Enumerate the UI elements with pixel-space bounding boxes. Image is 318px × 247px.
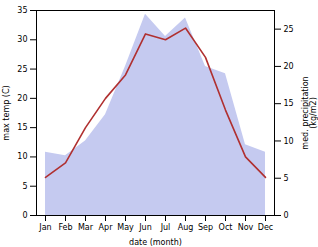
svg-text:15: 15 — [17, 123, 27, 132]
svg-text:Jan: Jan — [38, 223, 51, 232]
svg-text:Jun: Jun — [138, 223, 152, 232]
svg-text:25: 25 — [17, 65, 27, 74]
svg-text:Nov: Nov — [238, 223, 254, 232]
svg-text:med. precipitation(kg/m2): med. precipitation(kg/m2) — [301, 76, 318, 149]
svg-text:20: 20 — [284, 62, 294, 71]
svg-text:0: 0 — [22, 211, 27, 220]
svg-text:30: 30 — [17, 35, 27, 44]
svg-text:max temp (C): max temp (C) — [2, 85, 11, 140]
svg-text:20: 20 — [17, 94, 27, 103]
svg-text:10: 10 — [284, 137, 294, 146]
svg-text:Mar: Mar — [78, 223, 94, 232]
svg-text:35: 35 — [17, 6, 27, 15]
svg-text:10: 10 — [17, 152, 27, 161]
svg-text:25: 25 — [284, 25, 294, 34]
svg-text:Sep: Sep — [198, 223, 213, 232]
svg-text:Oct: Oct — [219, 223, 233, 232]
svg-text:date (month): date (month) — [129, 238, 182, 247]
svg-text:5: 5 — [22, 182, 27, 191]
svg-text:Jul: Jul — [160, 223, 171, 232]
svg-text:Apr: Apr — [99, 223, 114, 232]
svg-text:Dec: Dec — [258, 223, 273, 232]
svg-text:Feb: Feb — [58, 223, 72, 232]
svg-text:15: 15 — [284, 99, 294, 108]
svg-text:0: 0 — [284, 211, 289, 220]
svg-text:Aug: Aug — [178, 223, 194, 232]
svg-text:May: May — [117, 223, 134, 232]
svg-text:5: 5 — [284, 174, 289, 183]
